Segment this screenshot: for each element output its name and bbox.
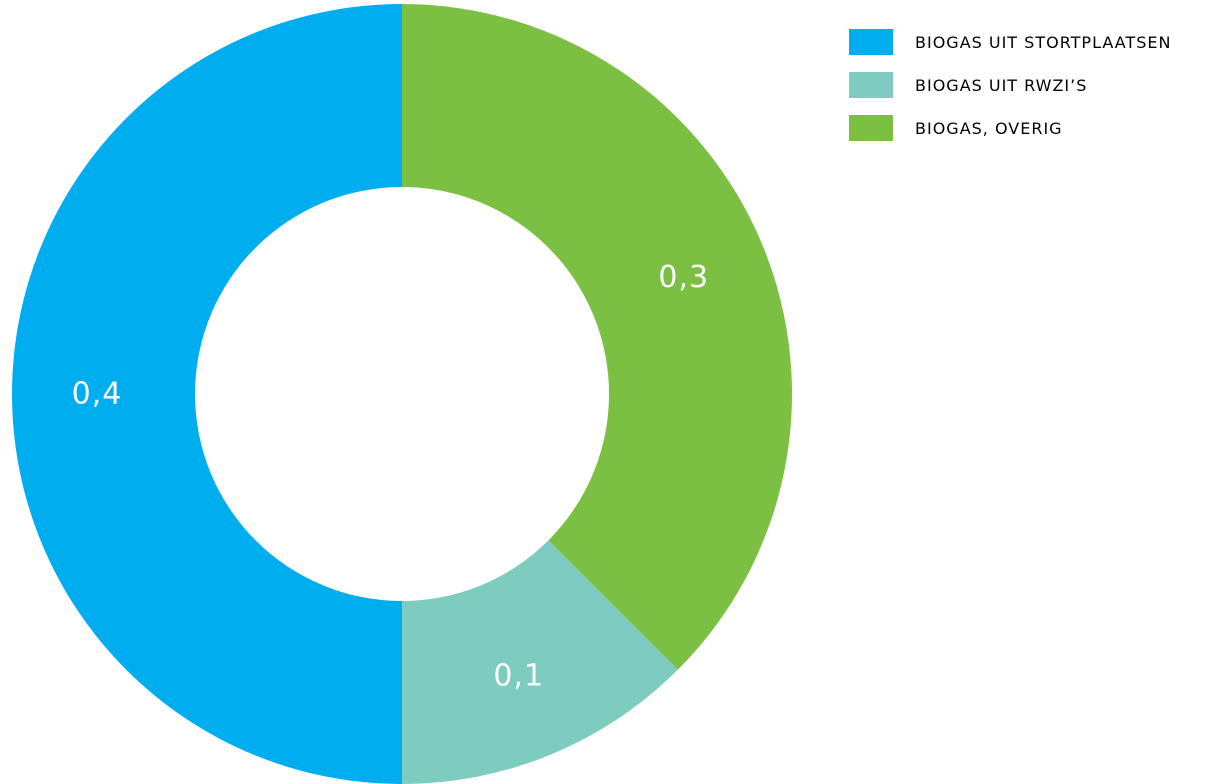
slice-rwzi [402, 540, 678, 784]
donut-svg: 0,3 0,1 0,4 [12, 4, 793, 784]
slice-stortplaatsen [12, 4, 402, 784]
legend-item-rwzi: biogas uit RWZI’s [849, 71, 1171, 99]
legend-item-stortplaatsen: biogas uit stortplaatsen [849, 28, 1171, 56]
slice-label-overig: 0,3 [658, 260, 709, 295]
legend-label-overig: biogas, overig [915, 118, 1063, 138]
slice-label-stortplaatsen: 0,4 [72, 377, 123, 412]
slice-overig [402, 4, 793, 670]
legend-swatch-rwzi [849, 72, 893, 98]
legend-label-rwzi: biogas uit RWZI’s [915, 75, 1088, 95]
legend-item-overig: biogas, overig [849, 114, 1171, 142]
legend-label-stortplaatsen: biogas uit stortplaatsen [915, 32, 1172, 52]
slice-label-rwzi: 0,1 [493, 658, 544, 693]
legend-swatch-stortplaatsen [849, 29, 893, 55]
legend: biogas uit stortplaatsen biogas uit RWZI… [849, 28, 1171, 157]
legend-swatch-overig [849, 115, 893, 141]
